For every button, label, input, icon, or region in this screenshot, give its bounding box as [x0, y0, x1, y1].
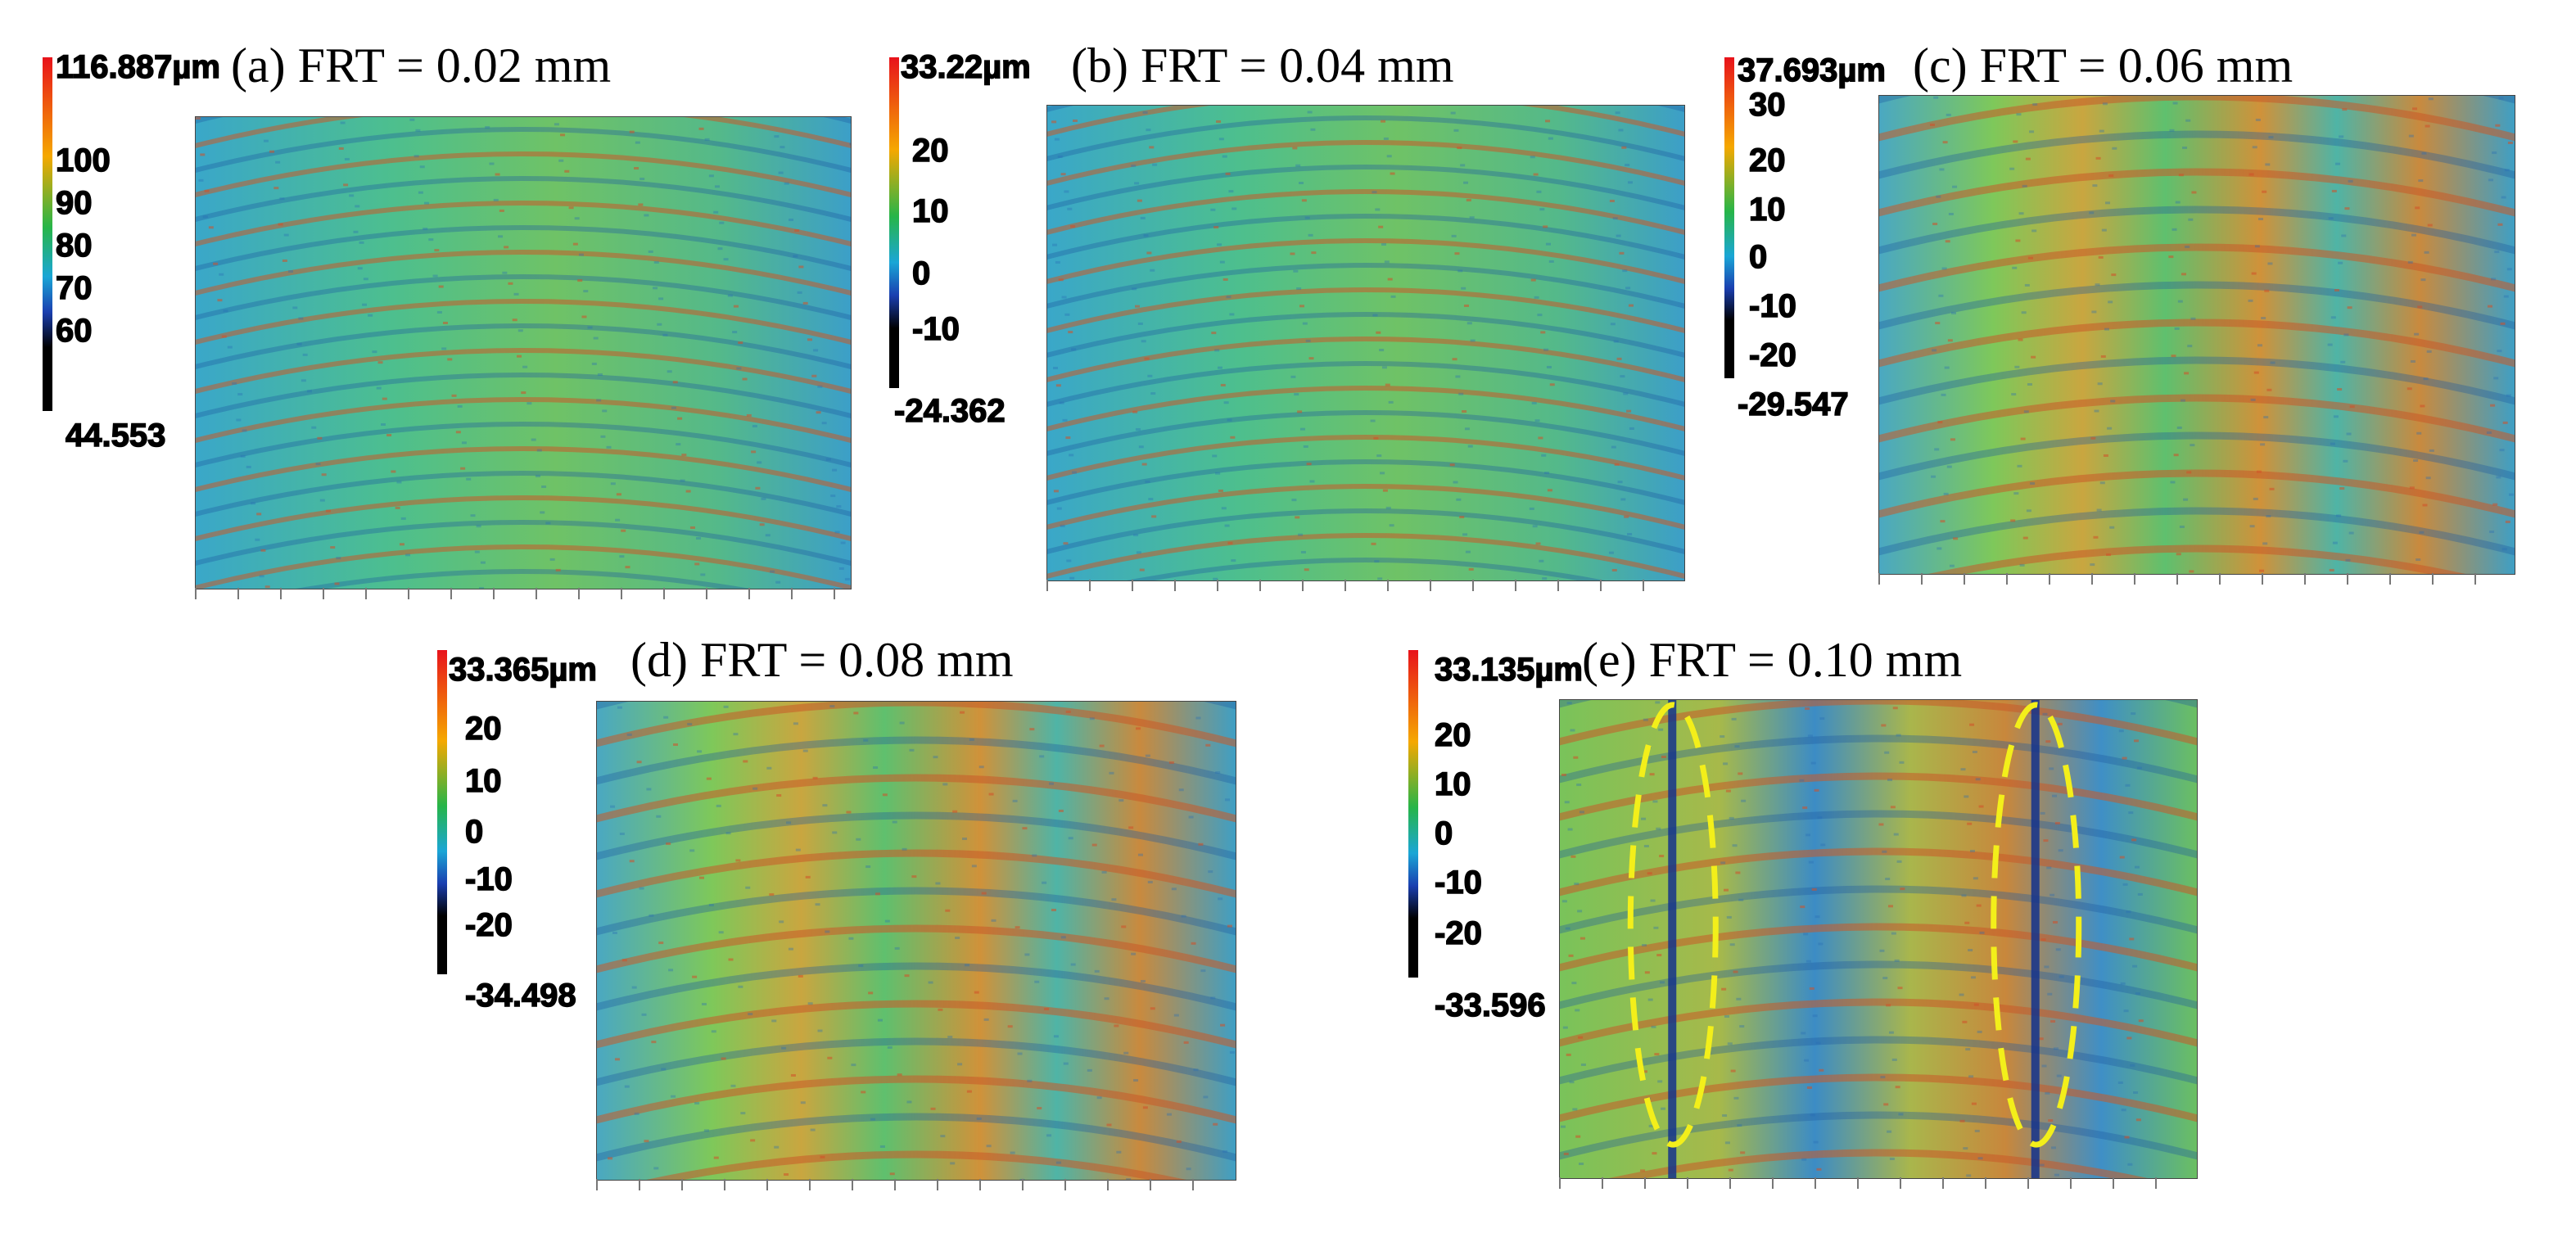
groove-highlight-ellipse: [1991, 702, 2082, 1148]
panel-e-title: (e) FRT = 0.10 mm: [1582, 633, 1963, 687]
surface-map-e: [1559, 699, 2198, 1179]
colorbar-d-tick: -10: [464, 861, 513, 897]
colorbar-c-tick: 10: [1748, 192, 1786, 228]
surface-map-d: [596, 701, 1236, 1181]
colorbar-a-min: 44.553: [65, 418, 166, 454]
colorbar-a-max: 116.887µm: [55, 49, 221, 85]
colorbar-e-min: -33.596: [1434, 987, 1546, 1023]
groove-highlight-ellipse: [1627, 702, 1719, 1148]
colorbar-e-max: 33.135µm: [1434, 652, 1583, 688]
colorbar-d-tick: 0: [464, 814, 484, 850]
colorbar-e-tick: -10: [1434, 865, 1482, 901]
colorbar-b-max: 33.22µm: [900, 49, 1031, 85]
colorbar-c-tick: -10: [1748, 288, 1796, 324]
colorbar-e-tick: 10: [1434, 766, 1471, 802]
axis-ticks-d: [596, 1179, 1235, 1190]
colorbar-e-tick: -20: [1434, 915, 1482, 951]
colorbar-a: [43, 57, 52, 411]
colorbar-a-tick: 70: [55, 270, 93, 306]
colorbar-c-tick: 0: [1748, 239, 1768, 275]
colorbar-d-min: -34.498: [464, 978, 576, 1014]
surface-map-b: [1046, 105, 1685, 581]
panel-c-title: (c) FRT = 0.06 mm: [1913, 38, 2294, 93]
axis-ticks-c: [1878, 573, 2514, 585]
colorbar-e: [1408, 650, 1418, 978]
colorbar-c-tick: -20: [1748, 337, 1796, 373]
colorbar-b-tick: 0: [911, 255, 931, 291]
axis-ticks-e: [1559, 1177, 2196, 1189]
colorbar-d-max: 33.365µm: [448, 652, 597, 688]
colorbar-b-tick: 10: [911, 193, 949, 229]
colorbar-b-min: -24.362: [893, 393, 1006, 429]
colorbar-d-tick: 10: [464, 763, 502, 799]
colorbar-a-tick: 90: [55, 185, 93, 221]
surface-map-c: [1878, 95, 2515, 575]
colorbar-c-max: 37.693µm: [1737, 52, 1886, 88]
axis-ticks-a: [195, 588, 850, 599]
panel-a-title: (a) FRT = 0.02 mm: [231, 38, 612, 93]
panel-b-title: (b) FRT = 0.04 mm: [1071, 38, 1454, 93]
colorbar-b-tick: 20: [911, 133, 949, 169]
colorbar-e-tick: 0: [1434, 815, 1453, 851]
colorbar-b: [889, 57, 899, 388]
axis-ticks-b: [1046, 580, 1683, 591]
colorbar-b-tick: -10: [911, 311, 960, 347]
colorbar-d: [437, 650, 447, 974]
colorbar-c: [1724, 57, 1734, 378]
colorbar-d-tick: 20: [464, 711, 502, 747]
colorbar-c-tick: 20: [1748, 142, 1786, 178]
colorbar-c-tick: 30: [1748, 87, 1786, 123]
colorbar-d-tick: -20: [464, 907, 513, 943]
colorbar-a-tick: 100: [55, 142, 111, 178]
colorbar-c-min: -29.547: [1737, 386, 1849, 422]
surface-map-a: [195, 116, 852, 589]
colorbar-a-tick: 80: [55, 228, 93, 264]
panel-d-title: (d) FRT = 0.08 mm: [630, 633, 1014, 687]
colorbar-e-tick: 20: [1434, 717, 1471, 753]
colorbar-a-tick: 60: [55, 313, 93, 349]
